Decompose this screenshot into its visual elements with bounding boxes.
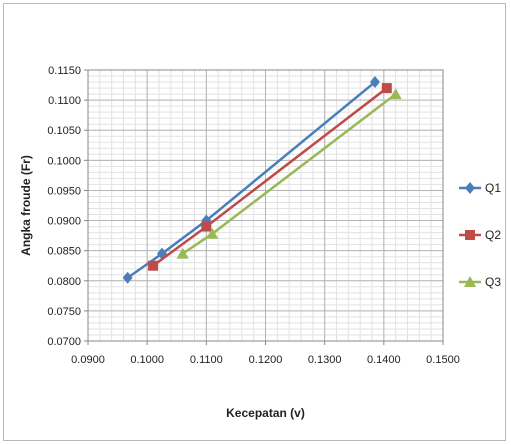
y-tick-label: 0.0950 [47,185,81,197]
x-tick-label: 0.1500 [426,354,460,366]
series-layer [122,76,402,284]
data-point-q1 [369,76,380,89]
x-tick-label: 0.0900 [71,354,105,366]
y-axis-title: Angka froude (Fr) [19,155,33,256]
series-q1 [122,76,380,284]
legend-label-q3: Q3 [485,275,501,289]
x-axis-title: Kecepatan (v) [226,406,305,420]
series-q3 [176,88,402,259]
y-tick-label: 0.0900 [47,216,81,228]
legend-label-q2: Q2 [485,228,501,242]
legend-item-q1: Q1 [459,181,501,195]
data-point-q1 [156,247,167,260]
legend-marker-q2 [465,230,475,240]
legend-label-q1: Q1 [485,181,501,195]
x-tick-label: 0.1200 [249,354,283,366]
data-point-q2 [381,83,392,94]
y-tick-label: 0.0800 [47,276,81,288]
data-point-q1 [122,271,133,284]
major-gridlines [87,69,444,342]
y-tick-label: 0.1150 [48,65,81,77]
data-point-q2 [201,221,212,232]
y-tick-label: 0.0750 [47,306,81,318]
legend-item-q2: Q2 [459,228,501,242]
chart: 0.0700 0.0750 0.0800 0.0850 0.0900 0.0950 0.10… [19,65,501,420]
y-tick-label: 0.1100 [48,95,81,107]
y-tick-label: 0.1050 [47,125,81,137]
data-point-q3 [176,247,189,259]
y-axis-ticks: 0.0700 0.0750 0.0800 0.0850 0.0900 0.0950 0.10… [47,65,88,348]
series-line-q1 [126,81,376,279]
x-axis-ticks: 0.0900 0.1000 0.1100 0.1200 0.1300 0.1400 0.15… [71,341,460,366]
legend-marker-q3 [464,276,476,287]
y-tick-label: 0.0700 [47,336,81,348]
x-tick-label: 0.1300 [308,354,342,366]
y-tick-label: 0.1000 [47,155,81,167]
legend-item-q3: Q3 [459,275,501,289]
chart-frame: 0.0700 0.0750 0.0800 0.0850 0.0900 0.0950 0.10… [3,3,506,441]
legend: Q1 Q2 Q3 [459,181,501,289]
y-tick-label: 0.0850 [47,246,81,258]
data-point-q3 [389,88,402,100]
data-point-q2 [148,260,159,271]
x-tick-label: 0.1000 [130,354,164,366]
data-point-q3 [206,227,219,239]
x-tick-label: 0.1400 [367,354,401,366]
x-tick-label: 0.1100 [190,354,223,366]
legend-marker-q1 [465,182,475,194]
series-q2 [148,83,392,271]
